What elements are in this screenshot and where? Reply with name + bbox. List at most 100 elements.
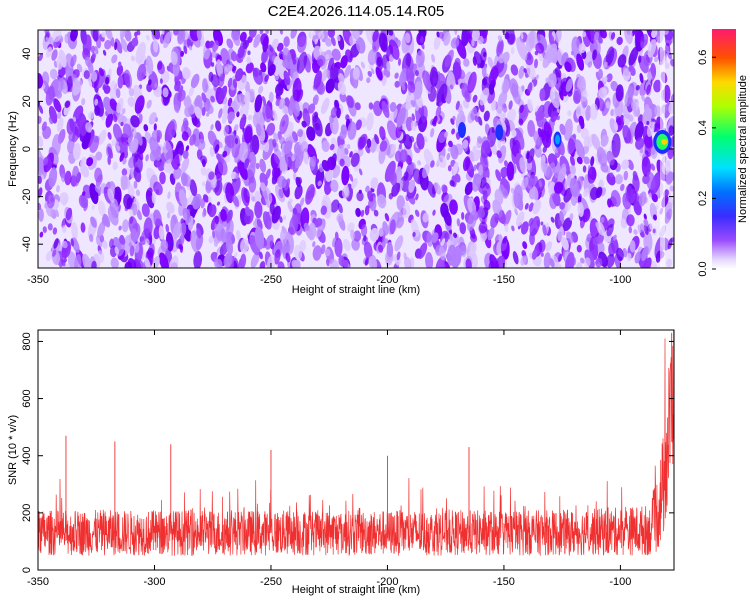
spectrogram-speckle-cell — [355, 207, 361, 217]
spectrogram-x-tick-label: -350 — [27, 274, 49, 286]
spectrogram-speckle-cell — [589, 103, 598, 120]
spectrogram-speckle-cell — [255, 162, 260, 170]
spectrogram-speckle-cell — [330, 36, 336, 47]
spectrogram-speckle-cell — [318, 31, 325, 40]
spectrogram-speckle-cell — [154, 82, 158, 88]
snr-y-tick-label: 200 — [21, 504, 33, 522]
spectrogram-speckle-cell — [577, 202, 584, 217]
spectrogram-speckle-cell — [379, 126, 386, 141]
spectrogram-speckle-cell — [528, 202, 534, 212]
spectrogram-speckle-cell — [420, 105, 428, 123]
spectrogram-speckle-cell — [82, 253, 93, 268]
spectrogram-speckle-cell — [249, 151, 255, 161]
spectrogram-speckle-cell — [269, 47, 274, 53]
spectrogram-speckle-cell — [163, 31, 171, 49]
spectrogram-speckle-cell — [466, 32, 472, 40]
spectrogram-speckle-cell — [190, 73, 200, 89]
spectrogram-speckle-cell — [515, 211, 525, 227]
spectrogram-speckle-cell — [127, 96, 136, 107]
spectrogram-speckle-cell — [242, 40, 249, 50]
spectrogram-speckle-cell — [533, 58, 539, 69]
snr-x-ticks: -350 -300 -250 -200 -150 -100 — [27, 330, 631, 588]
spectrogram-speckle-cell — [218, 73, 225, 88]
spectrogram-speckle-cell — [218, 85, 228, 102]
spectrogram-speckle-cell — [543, 252, 551, 268]
spectrogram-speckle-cell — [326, 258, 330, 267]
spectrogram-speckle-cell — [461, 139, 469, 149]
spectrogram-speckle-cell — [283, 140, 293, 155]
spectrogram-speckle-cell — [520, 31, 524, 40]
spectrogram-speckle-cell — [611, 133, 621, 158]
spectrogram-speckle-cell — [231, 65, 237, 72]
spectrogram-speckle-cell — [605, 254, 615, 268]
spectrogram-speckle-cell — [116, 64, 124, 76]
spectrogram-speckle-cell — [118, 225, 122, 231]
spectrogram-speckle-cell — [120, 38, 129, 53]
spectrogram-speckle-cell — [178, 234, 185, 246]
spectrogram-speckle-cell — [598, 98, 605, 112]
spectrogram-speckle-cell — [182, 67, 191, 80]
spectrogram-speckle-cell — [418, 242, 428, 259]
spectrogram-speckle-cell — [521, 176, 529, 191]
spectrogram-speckle-cell — [347, 121, 357, 140]
spectrogram-speckle-cell — [283, 36, 290, 47]
spectrogram-speckle-cell — [92, 30, 99, 42]
spectrogram-speckle-cell — [606, 223, 614, 237]
spectrogram-speckle-cell — [438, 246, 446, 261]
spectrogram-speckle-cell — [247, 114, 253, 121]
spectrogram-speckle-cell — [496, 39, 504, 57]
spectrogram-speckle-cell — [313, 70, 322, 89]
spectrogram-speckle-cell — [192, 193, 202, 210]
spectrogram-speckle-cell — [649, 223, 653, 231]
spectrogram-speckle-cell — [626, 214, 635, 227]
spectrogram-speckle-cell — [367, 190, 374, 202]
spectrogram-speckle-cell — [177, 30, 186, 45]
spectrogram-speckle-cell — [513, 184, 523, 209]
spectrogram-speckle-cell — [330, 153, 337, 167]
spectrogram-speckle-cell — [448, 140, 453, 148]
spectrogram-speckle-cell — [80, 156, 87, 168]
spectrogram-speckle-cell — [583, 156, 590, 165]
spectrogram-speckle-cell — [202, 78, 208, 93]
spectrogram-speckle-cell — [435, 256, 447, 268]
spectrogram-speckle-cell — [511, 129, 517, 137]
spectrogram-speckle-cell — [167, 191, 171, 200]
spectrogram-speckle-cell — [504, 32, 510, 40]
spectrogram-speckle-cell — [498, 145, 507, 164]
spectrogram-speckle-cell — [562, 217, 573, 232]
spectrogram-speckle-cell — [52, 154, 59, 165]
spectrogram-speckle-cell — [397, 58, 402, 66]
spectrogram-speckle-cell — [207, 130, 218, 147]
spectrogram-speckle-cell — [364, 205, 370, 216]
spectrogram-speckle-cell — [451, 128, 456, 135]
spectrogram-speckle-cell — [152, 38, 159, 53]
spectrogram-speckle-cell — [668, 125, 674, 136]
spectrogram-speckle-cell — [193, 250, 203, 268]
spectrogram-speckle-cell — [454, 173, 461, 183]
spectrogram-speckle-cell — [102, 97, 109, 109]
spectrogram-speckle-cell — [158, 225, 165, 240]
spectrogram-speckle-cell — [88, 111, 95, 120]
spectrogram-speckle-cell — [365, 185, 370, 193]
spectrogram-speckle-cell — [524, 202, 529, 210]
spectrogram-speckle-cell — [268, 91, 274, 103]
spectrogram-speckle-cell — [558, 85, 564, 97]
colorbar-tick-label: 0.4 — [697, 120, 709, 135]
snr-x-tick-label: -300 — [143, 576, 165, 588]
spectrogram-speckle-cell — [396, 251, 401, 261]
spectrogram-speckle-cell — [234, 137, 239, 145]
spectrogram-speckle-cell — [200, 155, 208, 165]
spectrogram-speckle-cell — [542, 146, 548, 153]
spectrogram-speckle-cell — [97, 220, 106, 238]
spectrogram-speckle-cell — [334, 237, 343, 257]
spectrogram-speckle-cell — [172, 221, 183, 239]
spectrogram-speckle-cell — [461, 212, 465, 220]
spectrogram-speckle-cell — [353, 230, 362, 242]
spectrogram-speckle-cell — [447, 70, 456, 86]
spectrogram-speckle-cell — [94, 98, 99, 106]
spectrogram-speckle-cell — [327, 30, 336, 38]
spectrogram-speckle-cell — [293, 100, 300, 117]
spectrogram-speckle-cell — [203, 194, 209, 203]
spectrogram-speckle-cell — [401, 83, 406, 91]
